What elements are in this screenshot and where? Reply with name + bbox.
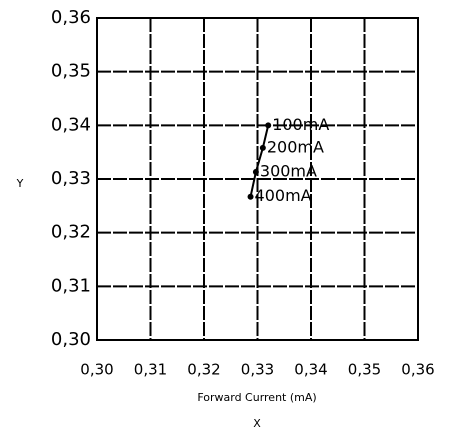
- x-axis-title: Forward Current (mA): [197, 391, 316, 404]
- x-tick-label: 0,30: [80, 361, 113, 379]
- x-tick-label: 0,32: [187, 361, 220, 379]
- point-label: 400mA: [255, 186, 312, 205]
- x-tick-label: 0,36: [401, 361, 434, 379]
- data-point: [259, 144, 266, 151]
- data-point: [247, 193, 254, 200]
- y-tick-label: 0,35: [51, 61, 91, 82]
- y-tick-label: 0,32: [51, 222, 91, 243]
- y-tick-label: 0,30: [51, 329, 91, 350]
- y-tick-label: 0,36: [51, 7, 91, 28]
- y-tick-label: 0,34: [51, 114, 91, 135]
- x-tick-label: 0,34: [294, 361, 327, 379]
- y-axis-label: Y: [16, 177, 24, 190]
- y-tick-label: 0,33: [51, 168, 91, 189]
- y-tick-label: 0,31: [51, 275, 91, 296]
- data-point: [265, 122, 272, 129]
- x-tick-label: 0,33: [241, 361, 274, 379]
- data-point: [252, 169, 259, 176]
- x-axis-label: X: [253, 417, 261, 430]
- point-label: 200mA: [267, 137, 324, 156]
- point-label: 100mA: [272, 115, 329, 134]
- plot-frame: [96, 17, 419, 341]
- data-line: [249, 125, 270, 197]
- x-tick-label: 0,35: [348, 361, 381, 379]
- point-label: 300mA: [260, 162, 317, 181]
- x-tick-label: 0,31: [134, 361, 167, 379]
